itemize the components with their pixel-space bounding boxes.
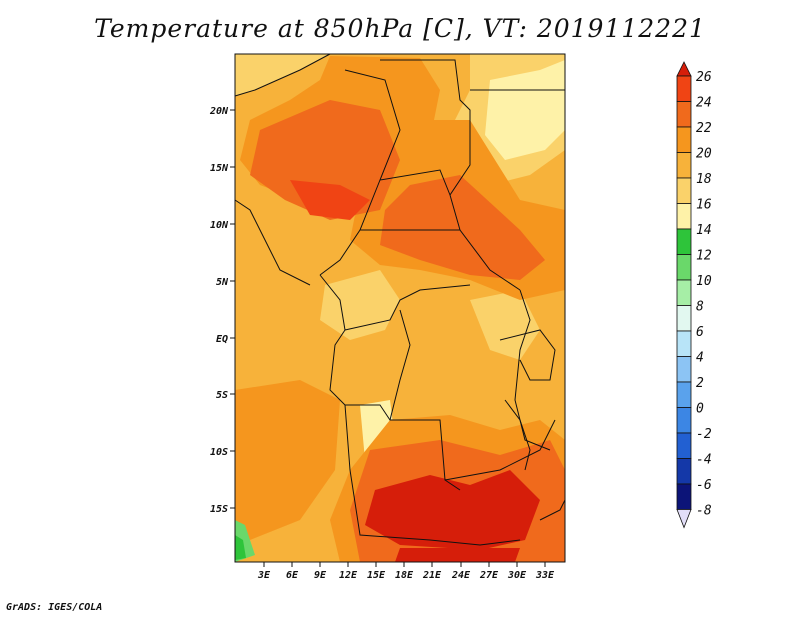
lat-tick-label: 10S <box>210 447 228 458</box>
lat-tick-label: EQ <box>216 334 228 345</box>
colorbar-label: 14 <box>696 223 712 238</box>
colorbar-label: 12 <box>696 249 712 264</box>
colorbar-bottom-triangle <box>676 509 692 529</box>
lat-tick-label: 15N <box>210 163 229 174</box>
lat-tick-label: 5S <box>216 390 228 401</box>
lon-tick-label: 24E <box>451 570 471 581</box>
map-title: Temperature at 850hPa [C], VT: 201911222… <box>94 14 706 43</box>
colorbar-segment <box>676 458 692 485</box>
lat-tick-label: 5N <box>216 277 229 288</box>
lon-tick-label: 30E <box>507 570 527 581</box>
colorbar-segment <box>676 228 692 255</box>
colorbar-label: -4 <box>696 453 712 468</box>
colorbar-label: 4 <box>696 351 704 366</box>
map-frame <box>234 53 566 563</box>
colorbar-segment <box>676 152 692 179</box>
lon-tick-label: 27E <box>479 570 499 581</box>
colorbar-segment <box>676 381 692 408</box>
lat-tick-label: 20N <box>209 106 229 117</box>
colorbar-segment <box>676 75 692 102</box>
colorbar-label: -8 <box>696 504 712 519</box>
colorbar-segment <box>676 356 692 383</box>
colorbar-label: -6 <box>696 478 712 493</box>
lon-tick-label: 12E <box>339 570 358 581</box>
lon-tick-label: 6E <box>286 570 299 581</box>
colorbar-segment <box>676 407 692 434</box>
colorbar-segment <box>676 126 692 153</box>
lon-tick-label: 33E <box>535 570 555 581</box>
lon-tick-label: 18E <box>395 570 414 581</box>
colorbar-segment <box>676 203 692 230</box>
colorbar-segment <box>676 254 692 281</box>
colorbar-segment <box>676 330 692 357</box>
lat-tick-label: 15S <box>210 504 228 515</box>
colorbar-label: 22 <box>696 121 712 136</box>
lon-tick-label: 15E <box>367 570 386 581</box>
temperature-map <box>234 53 566 563</box>
colorbar-label: 6 <box>696 325 704 340</box>
colorbar-top-triangle <box>676 61 692 77</box>
lat-tick-label: 10N <box>210 220 229 231</box>
colorbar-label: 18 <box>696 172 712 187</box>
colorbar-segment <box>676 483 692 510</box>
colorbar-segment <box>676 177 692 204</box>
colorbar-segment <box>676 305 692 332</box>
colorbar-label: 26 <box>696 70 712 85</box>
colorbar-label: 2 <box>696 376 704 391</box>
colorbar-segment <box>676 432 692 459</box>
lon-tick-label: 21E <box>422 570 442 581</box>
grads-credit: GrADS: IGES/COLA <box>6 602 103 613</box>
colorbar-label: -2 <box>696 427 712 442</box>
colorbar-label: 24 <box>696 96 712 111</box>
colorbar-label: 16 <box>696 198 712 213</box>
latitude-axis: 20N 15N 10N 5N EQ 5S 10S 15S <box>209 106 235 515</box>
longitude-axis: 3E 6E 9E 12E 15E 18E 21E 24E 27E 30E 33E <box>257 562 555 581</box>
colorbar-label: 8 <box>696 300 704 315</box>
colorbar-label: 10 <box>696 274 712 289</box>
lon-tick-label: 9E <box>314 570 327 581</box>
colorbar-segment <box>676 279 692 306</box>
colorbar-segment <box>676 101 692 128</box>
colorbar-label: 20 <box>696 147 712 162</box>
lon-tick-label: 3E <box>257 570 271 581</box>
colorbar-label: 0 <box>696 402 704 417</box>
